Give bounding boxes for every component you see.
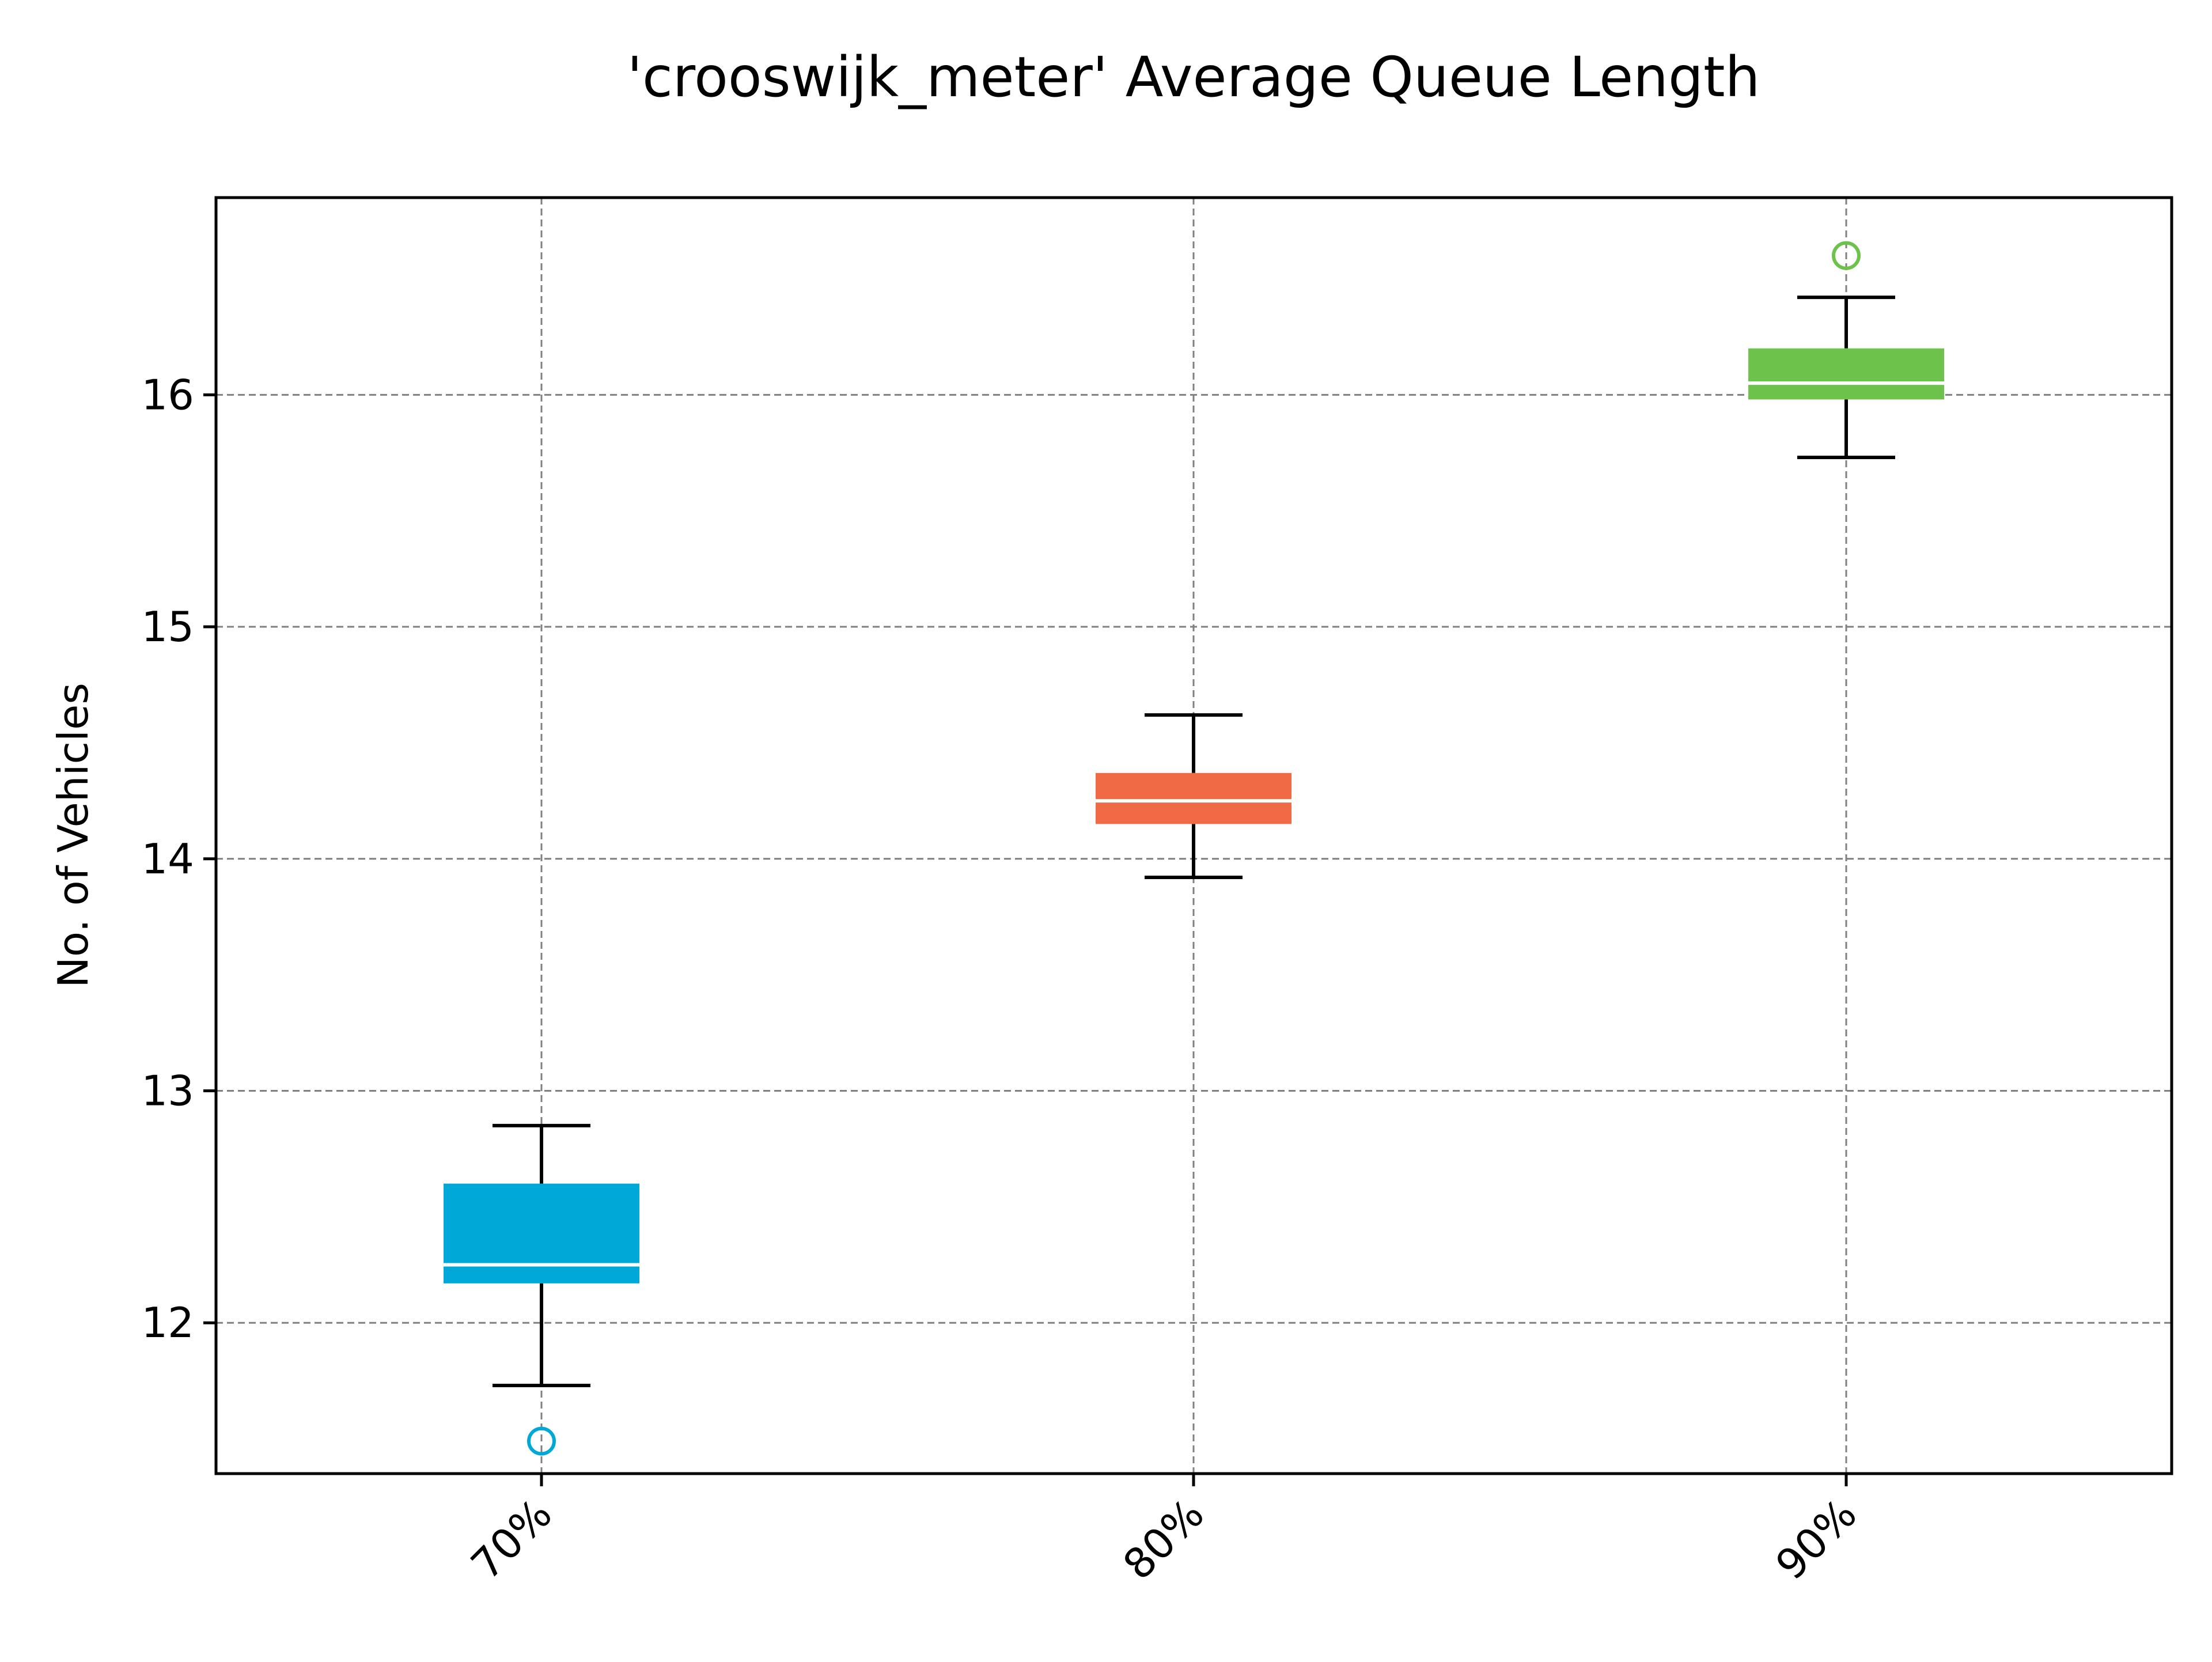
x-tick-label: 90%	[1766, 1490, 1866, 1589]
outlier-point	[527, 1426, 556, 1456]
box-body	[1748, 348, 1944, 400]
x-tick-label: 80%	[1113, 1490, 1213, 1589]
box-90pct	[1748, 241, 1944, 460]
chart-title: 'crooswijk_meter' Average Queue Length	[627, 45, 1760, 109]
marks-layer	[444, 241, 1944, 1456]
y-tick-label: 14	[141, 835, 194, 883]
x-tick-label: 70%	[461, 1490, 561, 1589]
box-70pct	[444, 1123, 639, 1456]
y-axis-label: No. of Vehicles	[49, 683, 97, 988]
outlier-point	[1832, 241, 1861, 270]
y-tick-label: 16	[141, 370, 194, 419]
y-tick-label: 12	[141, 1298, 194, 1347]
box-body	[1096, 773, 1291, 824]
y-tick-label: 13	[141, 1067, 194, 1115]
y-tick-label: 15	[141, 603, 194, 651]
box-80pct	[1096, 713, 1291, 879]
box-body	[444, 1183, 639, 1284]
ticks-layer: 12 13 14 15 16 70% 80% 90%	[141, 370, 1866, 1589]
